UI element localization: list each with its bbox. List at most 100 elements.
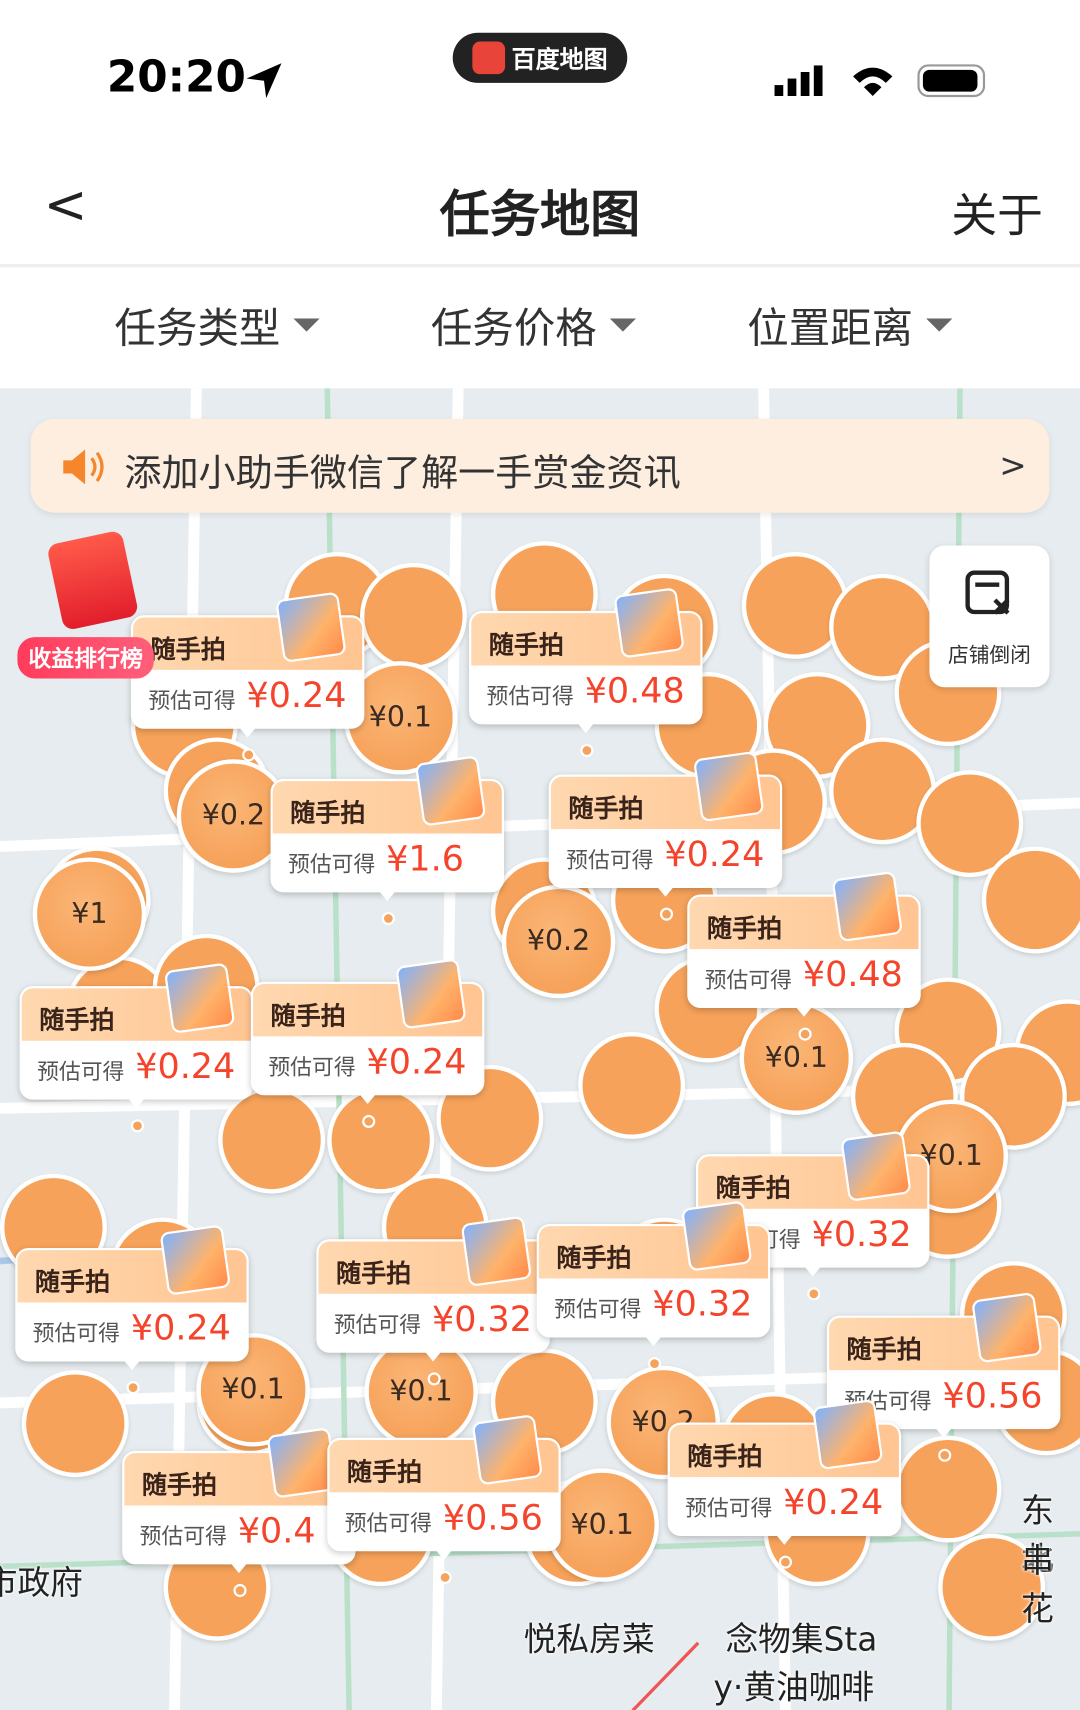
map-label: 东北 (1021, 1492, 1054, 1579)
price-marker[interactable]: ¥0.1 (545, 1468, 659, 1582)
card-image (680, 1200, 753, 1272)
app-badge[interactable]: 百度地图 (452, 32, 628, 83)
task-card[interactable]: 随手拍预估可得 ¥0.48 (687, 870, 921, 1041)
map-marker (938, 1533, 1046, 1641)
task-card[interactable]: 随手拍 预估可得 ¥0.24 (15, 1224, 249, 1395)
status-icons (774, 64, 986, 98)
task-card[interactable]: 随手拍 预估可得 ¥0.56 (327, 1414, 561, 1584)
card-price: ¥0.48 (584, 669, 685, 712)
time: 20:20 (106, 52, 246, 103)
card-anchor (381, 911, 395, 926)
card-pointer (793, 1003, 815, 1017)
card-anchor (938, 1448, 952, 1462)
map-marker (829, 737, 936, 845)
card-label: 预估可得 (37, 1058, 125, 1085)
card-anchor (130, 1119, 144, 1133)
map-marker (218, 1086, 326, 1194)
card-pointer (125, 1095, 148, 1109)
task-card[interactable]: 随手拍 预估可得 ¥0.24 (548, 750, 783, 921)
price-marker[interactable]: ¥1 (32, 857, 147, 971)
card-price: ¥0.24 (783, 1481, 884, 1523)
ranking-icon[interactable] (33, 529, 153, 646)
card-price: ¥0.32 (652, 1282, 753, 1325)
card-anchor (647, 1357, 662, 1371)
card-title: 随手拍 (270, 1002, 346, 1031)
card-pointer (574, 719, 597, 734)
card-title: 随手拍 (346, 1458, 423, 1487)
map-label: 串花 (1021, 1542, 1054, 1629)
banner[interactable]: 添加小助手微信了解一手赏金资讯 > (30, 418, 1050, 513)
filter-caret (926, 317, 953, 332)
page-title: 任务地图 (439, 184, 641, 244)
card-price: ¥1.6 (386, 837, 464, 880)
card-image (811, 1398, 884, 1471)
card-title: 随手拍 (150, 635, 226, 665)
card-anchor (807, 1287, 821, 1301)
task-card[interactable]: 随手拍 预估可得 ¥0.4 (122, 1427, 356, 1598)
app-icon (472, 41, 506, 75)
card-price: ¥0.48 (802, 953, 903, 995)
price-marker[interactable]: ¥0.1 (364, 1335, 478, 1449)
filter[interactable]: 位置距离 (747, 295, 953, 355)
task-card[interactable]: 随手拍 预估可得 ¥0.24 (19, 962, 254, 1133)
card-anchor (778, 1555, 792, 1569)
ranking-label[interactable]: 收益排行榜 (17, 637, 154, 679)
card-pointer (376, 887, 399, 902)
card-price: ¥0.56 (442, 1496, 543, 1539)
card-pointer (801, 1263, 824, 1277)
card-title: 随手拍 (290, 799, 366, 828)
map-marker (327, 1086, 435, 1194)
filter-caret (293, 317, 320, 332)
price-marker[interactable]: ¥0.1 (343, 661, 458, 775)
shop-button[interactable]: 店铺倒闭 (929, 545, 1050, 688)
map-label: 市政府 (0, 1564, 83, 1603)
card-title: 随手拍 (34, 1268, 111, 1298)
filter[interactable]: 任务价格 (431, 295, 637, 355)
card-anchor (233, 1583, 247, 1598)
card-pointer (642, 1333, 665, 1347)
task-card[interactable]: 随手拍 预估可得 ¥0.24 (667, 1398, 902, 1569)
card-image (971, 1291, 1043, 1364)
card-pointer (422, 1348, 444, 1362)
task-card[interactable]: 随手拍 预估可得 ¥0.24 (130, 591, 365, 762)
card-image (275, 591, 347, 663)
card-image (471, 1414, 543, 1486)
back-button[interactable]: < (43, 174, 88, 236)
about-button[interactable]: 关于 (951, 188, 1043, 243)
card-price: ¥0.24 (366, 1040, 467, 1083)
card-label: 预估可得 (554, 1295, 642, 1323)
card-image (831, 870, 903, 943)
card-anchor (242, 748, 256, 762)
card-label: 预估可得 (268, 1053, 356, 1080)
price-marker[interactable]: ¥0.2 (501, 884, 616, 999)
card-title: 随手拍 (556, 1244, 632, 1274)
speaker-icon (63, 449, 104, 485)
card-label: 预估可得 (486, 682, 574, 710)
map-label: 念物集Sta (725, 1621, 878, 1660)
filter[interactable]: 任务类型 (115, 295, 320, 355)
task-card[interactable]: 随手拍预估可得 ¥0.32 (536, 1200, 771, 1371)
map-label: 悦私房菜 (523, 1621, 655, 1660)
card-pointer (433, 1546, 455, 1560)
task-card[interactable]: 随手拍预估可得¥0.32 (316, 1215, 550, 1386)
card-label: 预估可得 (704, 966, 792, 993)
task-card[interactable]: 随手拍预估可得 ¥0.24 (250, 958, 485, 1128)
card-title: 随手拍 (706, 915, 783, 944)
card-price: ¥0.32 (811, 1213, 912, 1255)
card-image (613, 587, 685, 659)
task-card[interactable]: 随手拍 预估可得 ¥0.48 (469, 587, 703, 758)
map-marker (359, 562, 467, 670)
price-marker[interactable]: ¥0.1 (739, 1001, 854, 1115)
card-anchor (580, 743, 594, 758)
card-label: 预估可得 (566, 846, 654, 873)
card-label: 预估可得 (685, 1494, 773, 1521)
card-image (395, 958, 467, 1030)
map-marker (981, 846, 1080, 954)
card-image (692, 750, 765, 823)
card-price: ¥0.24 (246, 674, 347, 716)
map: ¥0.2 ¥1 ¥0.1 ¥0.2 ¥0.1 ¥0.1 ¥0.1 ¥0.1 ¥0.2 ¥0.1 悦… (0, 388, 1080, 1710)
task-card[interactable]: 随手拍 预估可得 ¥1.6 (270, 755, 504, 926)
